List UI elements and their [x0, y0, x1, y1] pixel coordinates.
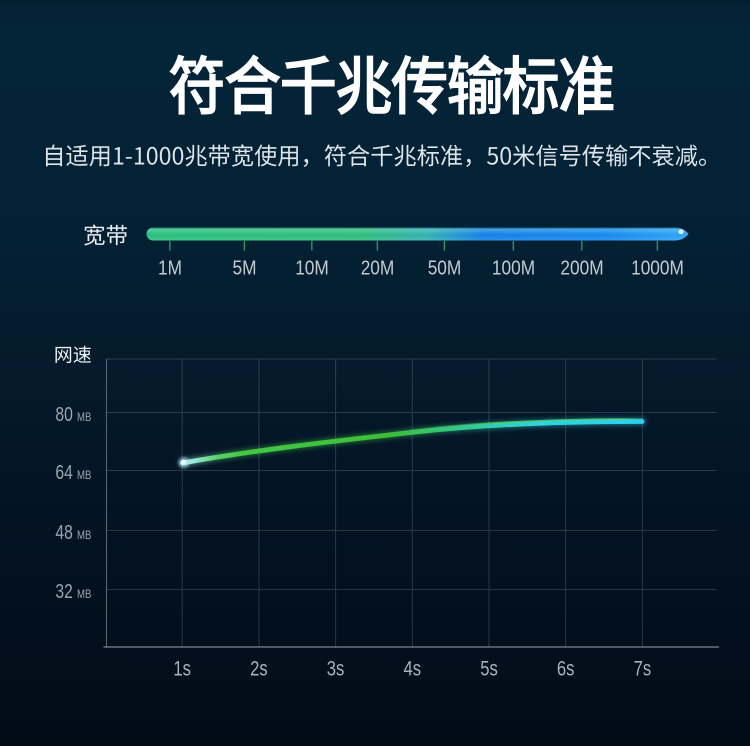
svg-text:MB: MB — [77, 528, 91, 542]
svg-text:MB: MB — [77, 410, 91, 424]
svg-text:10M: 10M — [295, 258, 329, 280]
svg-text:MB: MB — [77, 468, 91, 482]
svg-text:7s: 7s — [634, 658, 652, 681]
svg-text:1000M: 1000M — [631, 258, 684, 280]
svg-text:5s: 5s — [480, 658, 498, 681]
svg-text:50M: 50M — [428, 258, 462, 280]
svg-text:20M: 20M — [361, 258, 395, 280]
svg-text:3s: 3s — [327, 658, 345, 681]
svg-text:80: 80 — [55, 404, 72, 426]
svg-text:1M: 1M — [158, 258, 182, 280]
svg-text:200M: 200M — [560, 258, 603, 280]
svg-text:MB: MB — [77, 587, 91, 601]
svg-text:64: 64 — [55, 462, 72, 484]
svg-text:32: 32 — [55, 581, 72, 603]
svg-text:6s: 6s — [557, 658, 575, 681]
svg-text:100M: 100M — [492, 258, 535, 280]
svg-text:2s: 2s — [250, 658, 268, 681]
svg-text:4s: 4s — [404, 658, 422, 681]
svg-text:5M: 5M — [233, 258, 257, 280]
svg-text:1s: 1s — [173, 658, 191, 681]
svg-text:48: 48 — [55, 522, 72, 544]
